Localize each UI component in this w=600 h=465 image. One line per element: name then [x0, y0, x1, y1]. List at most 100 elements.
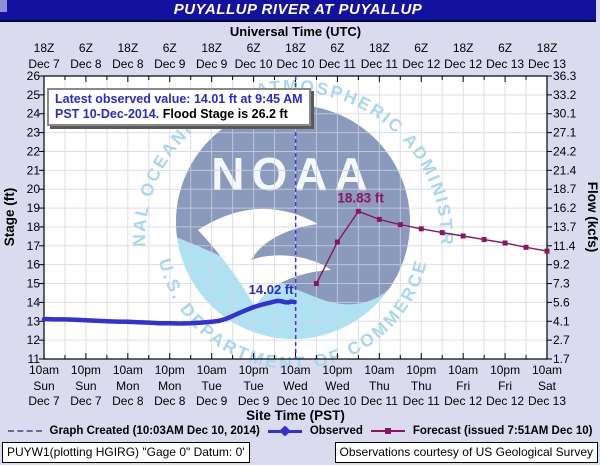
svg-text:Dec 12: Dec 12: [486, 394, 524, 408]
svg-text:Sun: Sun: [33, 379, 54, 393]
svg-text:Dec 13: Dec 13: [486, 57, 524, 71]
svg-text:18Z: 18Z: [369, 41, 390, 55]
graph-created-line-icon: [7, 430, 42, 432]
svg-text:14: 14: [27, 295, 41, 309]
svg-text:18.7: 18.7: [553, 182, 577, 196]
svg-text:11: 11: [28, 352, 41, 366]
flood-stage-text: Flood Stage is 26.2 ft: [162, 107, 288, 121]
svg-text:13.7: 13.7: [553, 220, 577, 234]
svg-text:Fri: Fri: [456, 379, 470, 393]
svg-text:6Z: 6Z: [79, 41, 93, 55]
svg-text:10pm: 10pm: [490, 363, 520, 377]
svg-text:Dec 12: Dec 12: [444, 57, 482, 71]
observed-line-icon: [267, 424, 302, 437]
svg-text:6Z: 6Z: [247, 41, 261, 55]
svg-text:10pm: 10pm: [155, 363, 185, 377]
svg-text:10pm: 10pm: [71, 363, 101, 377]
svg-text:26: 26: [27, 69, 41, 83]
legend: Graph Created (10:03AM Dec 10, 2014) Obs…: [0, 424, 600, 437]
svg-text:13: 13: [27, 314, 41, 328]
svg-text:2.7: 2.7: [553, 333, 570, 347]
forecast-series-line: [315, 210, 548, 285]
observed-latest-label: 14.02 ft: [249, 282, 294, 297]
svg-text:19: 19: [27, 201, 41, 215]
svg-text:Dec 9: Dec 9: [238, 394, 270, 408]
svg-text:23: 23: [27, 126, 41, 140]
latest-observed-line1: Latest observed value: 14.01 ft at 9:45 …: [55, 92, 303, 106]
svg-text:30.1: 30.1: [553, 107, 577, 121]
svg-text:Dec 9: Dec 9: [196, 394, 228, 408]
svg-text:18Z: 18Z: [285, 41, 306, 55]
svg-text:Dec 10: Dec 10: [276, 394, 314, 408]
svg-text:10am: 10am: [532, 363, 562, 377]
legend-observed-label: Observed: [309, 425, 363, 437]
svg-text:18Z: 18Z: [201, 41, 222, 55]
svg-text:Dec 12: Dec 12: [402, 57, 440, 71]
svg-text:Thu: Thu: [369, 379, 390, 393]
svg-text:10am: 10am: [280, 363, 310, 377]
svg-text:24.2: 24.2: [553, 144, 577, 158]
svg-text:Flow (kcfs): Flow (kcfs): [585, 182, 600, 253]
svg-text:16: 16: [27, 258, 41, 272]
svg-text:Dec 12: Dec 12: [444, 394, 482, 408]
forecast-markers: [313, 208, 550, 287]
svg-text:Dec 11: Dec 11: [361, 394, 398, 408]
svg-text:6Z: 6Z: [498, 41, 512, 55]
svg-text:Dec 7: Dec 7: [28, 394, 60, 408]
svg-text:Dec 13: Dec 13: [528, 394, 566, 408]
svg-text:Sun: Sun: [75, 379, 96, 393]
top-axis-title: Universal Time (UTC): [229, 24, 362, 39]
svg-text:18Z: 18Z: [537, 41, 558, 55]
page-title: PUYALLUP RIVER AT PUYALLUP: [0, 0, 596, 22]
svg-text:10pm: 10pm: [239, 363, 269, 377]
bottom-axis-title: Site Time (PST): [246, 408, 345, 423]
svg-text:1.7: 1.7: [553, 352, 570, 366]
svg-text:21: 21: [27, 163, 41, 177]
svg-text:10pm: 10pm: [406, 363, 436, 377]
svg-text:10pm: 10pm: [322, 363, 352, 377]
observed-diamond-icon: [279, 424, 291, 437]
svg-text:Sat: Sat: [538, 379, 557, 393]
svg-text:Dec 9: Dec 9: [196, 57, 228, 71]
svg-text:NOAA: NOAA: [211, 148, 374, 200]
svg-text:21.4: 21.4: [553, 163, 577, 177]
svg-text:10am: 10am: [113, 363, 143, 377]
svg-text:18Z: 18Z: [453, 41, 474, 55]
station-id-box: PUYW1(plotting HGIRG) "Gage 0" Datum: 0': [2, 442, 250, 463]
svg-text:18Z: 18Z: [117, 41, 138, 55]
svg-text:6Z: 6Z: [330, 41, 344, 55]
svg-text:Dec 7: Dec 7: [28, 57, 60, 71]
svg-text:Tue: Tue: [243, 379, 264, 393]
svg-text:22: 22: [27, 144, 41, 158]
svg-text:Mon: Mon: [116, 379, 139, 393]
svg-text:15: 15: [27, 277, 41, 291]
svg-text:Fri: Fri: [498, 379, 512, 393]
svg-text:5.6: 5.6: [553, 295, 570, 309]
svg-text:Dec 8: Dec 8: [112, 57, 144, 71]
svg-text:4.1: 4.1: [553, 314, 570, 328]
svg-text:Thu: Thu: [411, 379, 432, 393]
svg-text:17: 17: [27, 239, 41, 253]
forecast-square-icon: [384, 428, 391, 434]
svg-text:Dec 8: Dec 8: [154, 394, 186, 408]
svg-text:12: 12: [27, 333, 41, 347]
svg-text:Wed: Wed: [325, 379, 349, 393]
svg-text:27.1: 27.1: [553, 126, 577, 140]
svg-text:Mon: Mon: [158, 379, 181, 393]
svg-text:Wed: Wed: [283, 379, 307, 393]
svg-text:10am: 10am: [448, 363, 478, 377]
observed-series-line: [41, 298, 297, 326]
svg-text:18Z: 18Z: [34, 41, 55, 55]
latest-observed-info-box: Latest observed value: 14.01 ft at 9:45 …: [47, 88, 311, 126]
axis-ticks: [39, 75, 552, 360]
svg-text:Tue: Tue: [202, 379, 223, 393]
svg-text:Dec 10: Dec 10: [318, 394, 356, 408]
svg-text:20: 20: [27, 182, 41, 196]
svg-text:16.2: 16.2: [553, 201, 577, 215]
svg-text:6Z: 6Z: [414, 41, 428, 55]
svg-text:33.2: 33.2: [553, 88, 577, 102]
svg-text:9.2: 9.2: [553, 258, 570, 272]
svg-text:6Z: 6Z: [163, 41, 177, 55]
legend-forecast-label: Forecast (issued 7:51AM Dec 10): [412, 425, 593, 437]
